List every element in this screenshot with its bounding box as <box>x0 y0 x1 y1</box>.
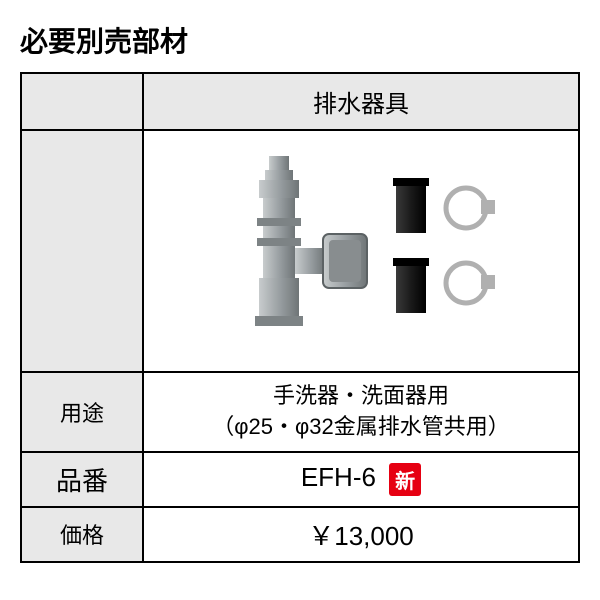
category-header: 排水器具 <box>143 73 579 130</box>
part-label: 品番 <box>21 452 143 507</box>
usage-line2: （φ25・φ32金属排水管共用） <box>212 414 509 439</box>
price-label: 価格 <box>21 507 143 562</box>
image-row-label <box>21 130 143 372</box>
usage-label: 用途 <box>21 372 143 452</box>
new-badge: 新 <box>389 463 421 496</box>
section-title: 必要別売部材 <box>20 20 580 60</box>
usage-value: 手洗器・洗面器用 （φ25・φ32金属排水管共用） <box>143 372 579 452</box>
part-value-cell: EFH-6 新 <box>143 452 579 507</box>
part-number: EFH-6 <box>301 462 376 492</box>
product-illustration <box>211 148 511 348</box>
price-value: ￥13,000 <box>143 507 579 562</box>
usage-line1: 手洗器・洗面器用 <box>273 383 449 408</box>
image-label-cell <box>21 73 143 130</box>
spec-table: 排水器具 <box>20 72 580 563</box>
product-image-cell <box>143 130 579 372</box>
